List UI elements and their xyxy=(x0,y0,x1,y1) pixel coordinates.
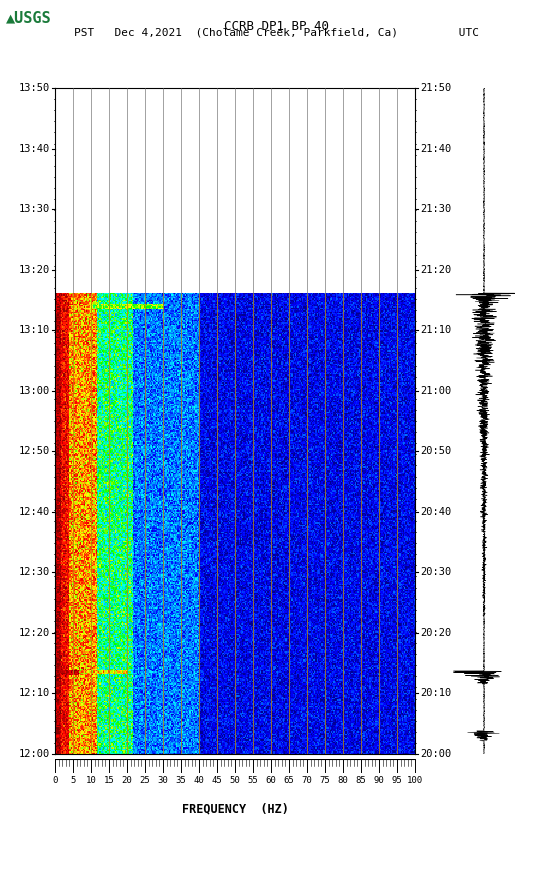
Text: 12:10: 12:10 xyxy=(18,689,50,698)
Text: 13:20: 13:20 xyxy=(18,265,50,275)
Text: 20: 20 xyxy=(121,776,132,785)
Text: 10: 10 xyxy=(86,776,97,785)
Text: 65: 65 xyxy=(284,776,294,785)
Text: 15: 15 xyxy=(104,776,114,785)
Text: 95: 95 xyxy=(391,776,402,785)
Text: 12:40: 12:40 xyxy=(18,507,50,516)
Text: ▲USGS: ▲USGS xyxy=(6,11,51,26)
Text: 20:20: 20:20 xyxy=(421,628,452,638)
Text: 21:00: 21:00 xyxy=(421,385,452,396)
Text: 21:10: 21:10 xyxy=(421,326,452,335)
Text: 85: 85 xyxy=(355,776,367,785)
Text: 60: 60 xyxy=(266,776,277,785)
Text: 75: 75 xyxy=(320,776,331,785)
Text: 5: 5 xyxy=(70,776,76,785)
Text: 40: 40 xyxy=(194,776,204,785)
Text: 20:10: 20:10 xyxy=(421,689,452,698)
Text: 20:50: 20:50 xyxy=(421,446,452,457)
Text: 55: 55 xyxy=(248,776,258,785)
Text: 25: 25 xyxy=(140,776,150,785)
Text: 12:00: 12:00 xyxy=(18,749,50,759)
Text: PST   Dec 4,2021  (Cholame Creek, Parkfield, Ca)         UTC: PST Dec 4,2021 (Cholame Creek, Parkfield… xyxy=(73,28,479,37)
Text: 13:00: 13:00 xyxy=(18,385,50,396)
Text: 70: 70 xyxy=(301,776,312,785)
Text: 12:30: 12:30 xyxy=(18,567,50,577)
Text: 45: 45 xyxy=(211,776,222,785)
Text: 100: 100 xyxy=(407,776,423,785)
Text: 13:30: 13:30 xyxy=(18,204,50,214)
Text: 80: 80 xyxy=(338,776,348,785)
Text: 13:10: 13:10 xyxy=(18,326,50,335)
Text: 50: 50 xyxy=(230,776,240,785)
Text: 90: 90 xyxy=(374,776,384,785)
Text: 20:30: 20:30 xyxy=(421,567,452,577)
Text: 12:20: 12:20 xyxy=(18,628,50,638)
Text: 21:30: 21:30 xyxy=(421,204,452,214)
Text: 20:00: 20:00 xyxy=(421,749,452,759)
Text: 13:50: 13:50 xyxy=(18,83,50,93)
Text: 30: 30 xyxy=(158,776,168,785)
Text: 35: 35 xyxy=(176,776,187,785)
Text: FREQUENCY  (HZ): FREQUENCY (HZ) xyxy=(182,803,289,815)
Text: 13:40: 13:40 xyxy=(18,144,50,153)
Text: 21:20: 21:20 xyxy=(421,265,452,275)
Text: 0: 0 xyxy=(52,776,58,785)
Text: 20:40: 20:40 xyxy=(421,507,452,516)
Text: 21:50: 21:50 xyxy=(421,83,452,93)
Text: CCRB DP1 BP 40: CCRB DP1 BP 40 xyxy=(224,20,328,33)
Text: 21:40: 21:40 xyxy=(421,144,452,153)
Text: 12:50: 12:50 xyxy=(18,446,50,457)
